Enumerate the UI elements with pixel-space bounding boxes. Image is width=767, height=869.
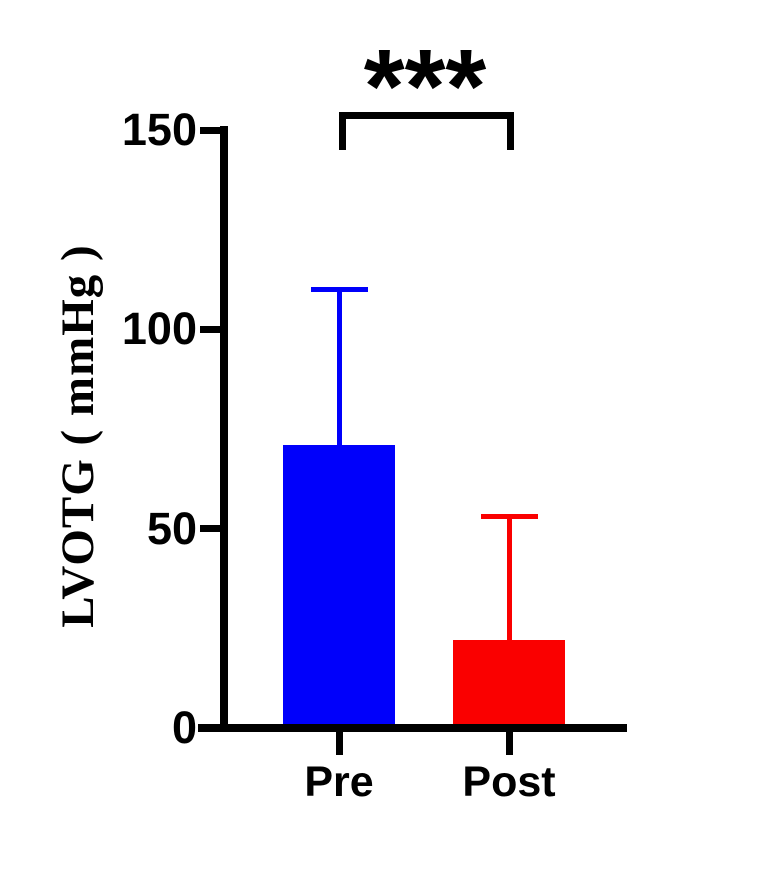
significance-bracket — [339, 112, 514, 150]
error-bar-stem — [336, 289, 342, 447]
y-tick — [200, 126, 222, 134]
error-bar-cap — [310, 286, 368, 292]
y-tick-label: 50 — [146, 502, 197, 554]
bar-post — [453, 640, 565, 728]
significance-stars: *** — [363, 28, 487, 145]
y-axis-title: LVOTG ( mmHg ) — [52, 244, 104, 628]
y-tick — [200, 525, 222, 533]
y-axis-line — [220, 126, 228, 732]
x-category-label-pre: Pre — [304, 758, 374, 806]
error-bar-cap — [480, 514, 538, 520]
x-axis-line — [198, 724, 627, 732]
y-tick-label: 0 — [171, 702, 197, 753]
x-tick — [505, 732, 513, 755]
bar-pre — [283, 444, 395, 728]
x-category-label-post: Post — [462, 758, 556, 806]
error-bar-stem — [506, 516, 512, 643]
y-tick-label: 150 — [121, 104, 197, 155]
x-tick — [335, 732, 343, 755]
y-tick-label: 100 — [121, 303, 197, 355]
y-tick — [200, 325, 222, 333]
y-tick — [200, 724, 222, 732]
